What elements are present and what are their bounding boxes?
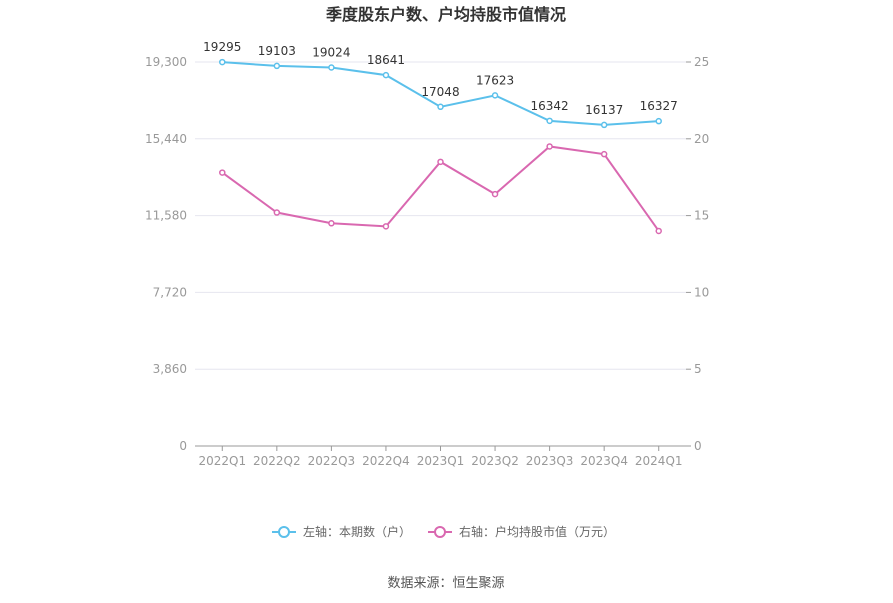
data-label: 16137 bbox=[585, 103, 623, 117]
data-label: 19024 bbox=[312, 45, 350, 59]
data-label: 19103 bbox=[258, 44, 296, 58]
data-point bbox=[437, 103, 444, 111]
left-axis-tick-label: 7,720 bbox=[153, 285, 187, 299]
left-axis-tick-label: 11,580 bbox=[145, 209, 187, 223]
left-axis-tick-label: 15,440 bbox=[145, 132, 187, 146]
chart-title: 季度股东户数、户均持股市值情况 bbox=[325, 5, 566, 24]
legend-item-2[interactable]: 右轴：户均持股市值（万元） bbox=[428, 524, 615, 539]
right-axis-tick-label: 10 bbox=[694, 285, 709, 299]
right-axis-tick-label: 0 bbox=[694, 439, 702, 453]
legend-marker bbox=[278, 526, 290, 538]
x-axis-tick-label: 2023Q1 bbox=[417, 454, 465, 468]
data-point bbox=[491, 92, 499, 99]
left-axis-tick-label: 3,860 bbox=[153, 362, 187, 376]
data-point bbox=[437, 158, 444, 166]
data-label: 17048 bbox=[421, 85, 459, 99]
data-source: 数据来源：恒生聚源 bbox=[387, 576, 504, 591]
data-point bbox=[273, 62, 281, 70]
legend-marker bbox=[434, 526, 446, 538]
data-point bbox=[655, 117, 662, 125]
x-axis-tick-label: 2023Q2 bbox=[471, 454, 519, 468]
legend-item-1[interactable]: 左轴：本期数（户） bbox=[272, 524, 411, 539]
data-point bbox=[655, 227, 662, 235]
data-point bbox=[382, 71, 390, 79]
x-axis-tick-label: 2022Q1 bbox=[198, 454, 246, 468]
axes: 0 0 3,860 5 7,720 10 11,580 15 15,440 20 19,300 25 2… bbox=[145, 55, 709, 468]
legend-label: 右轴：户均持股市值（万元） bbox=[459, 524, 615, 539]
right-axis-tick-label: 25 bbox=[694, 55, 709, 69]
legend-label: 左轴：本期数（户） bbox=[303, 524, 411, 539]
left-axis-tick-label: 0 bbox=[179, 439, 187, 453]
x-axis-tick-label: 2022Q4 bbox=[362, 454, 410, 468]
data-point bbox=[546, 143, 553, 150]
data-point bbox=[328, 64, 335, 71]
left-axis-tick-label: 19,300 bbox=[145, 55, 187, 69]
x-axis-tick-label: 2022Q2 bbox=[253, 454, 301, 468]
x-axis-tick-label: 2022Q3 bbox=[308, 454, 356, 468]
x-axis-tick-label: 2023Q3 bbox=[526, 454, 574, 468]
data-label: 18641 bbox=[367, 53, 405, 67]
data-point bbox=[219, 58, 226, 66]
right-axis-tick-label: 5 bbox=[694, 362, 702, 376]
data-label: 19295 bbox=[203, 40, 241, 54]
right-axis-tick-label: 15 bbox=[694, 209, 709, 223]
data-point bbox=[382, 223, 390, 230]
data-point bbox=[328, 220, 335, 227]
data-point bbox=[273, 209, 281, 216]
data-label: 17623 bbox=[476, 73, 514, 87]
series-layer: 19295 19103 19024 18641 17048 17623 16342 16137… bbox=[203, 40, 678, 235]
data-point bbox=[600, 121, 608, 129]
x-axis-tick-label: 2024Q1 bbox=[635, 454, 683, 468]
data-point bbox=[219, 169, 226, 176]
x-axis-tick-label: 2023Q4 bbox=[580, 454, 628, 468]
data-label: 16327 bbox=[640, 99, 678, 113]
data-point bbox=[600, 150, 608, 158]
right-axis-tick-label: 20 bbox=[694, 132, 709, 146]
data-point bbox=[546, 117, 553, 125]
data-point bbox=[491, 190, 499, 198]
legend: 左轴：本期数（户） 右轴：户均持股市值（万元） bbox=[272, 524, 615, 539]
data-label: 16342 bbox=[531, 99, 569, 113]
